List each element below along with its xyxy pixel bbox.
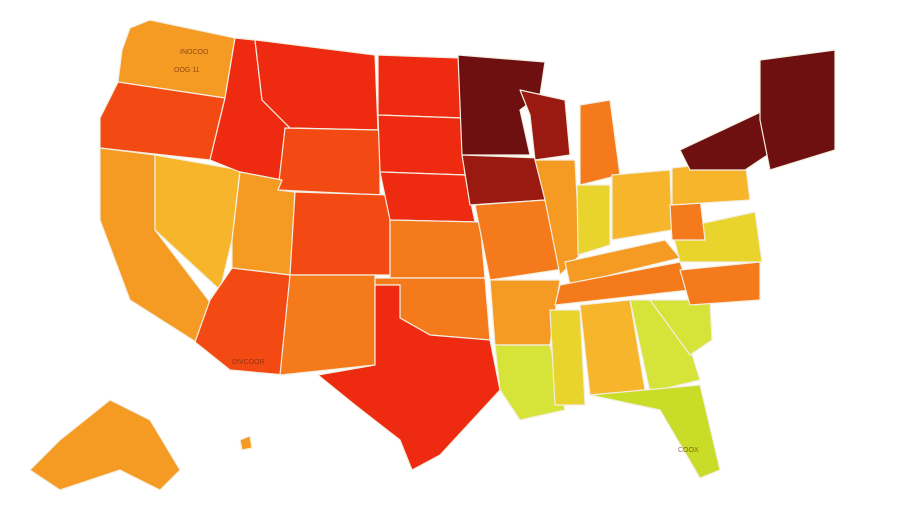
state-arkansas (489, 279, 561, 346)
state-wyoming (277, 127, 381, 196)
state-mississippi (549, 309, 586, 406)
state-michigan (579, 99, 621, 186)
state-new-mexico (279, 274, 376, 376)
states-layer (29, 19, 836, 491)
state-nebraska (379, 171, 476, 223)
state-new-york (679, 109, 776, 171)
state-new-england (759, 49, 836, 171)
state-kansas (389, 219, 486, 279)
state-south-dakota (377, 114, 466, 176)
state-north-dakota (377, 54, 463, 119)
state-florida (589, 384, 721, 479)
label-washington: INOCOO (180, 49, 209, 56)
state-north-carolina (679, 261, 761, 306)
label-arizona: DIVCOOR (232, 359, 265, 366)
state-colorado (289, 191, 391, 276)
label-oregon: OOG 11 (174, 67, 200, 74)
state-wisconsin (519, 89, 571, 161)
state-iowa (461, 154, 546, 206)
state-louisiana (494, 344, 566, 421)
state-alaska (29, 399, 181, 491)
state-nevada (154, 154, 241, 291)
state-indiana (576, 184, 611, 256)
state-ohio (611, 169, 673, 241)
label-florida: COOX (678, 447, 699, 454)
state-hawaii (239, 435, 253, 451)
labels-layer: INOCOO OOG 11 DIVCOOR COOX (174, 49, 699, 454)
state-virginia (671, 211, 763, 263)
state-texas (317, 284, 501, 471)
